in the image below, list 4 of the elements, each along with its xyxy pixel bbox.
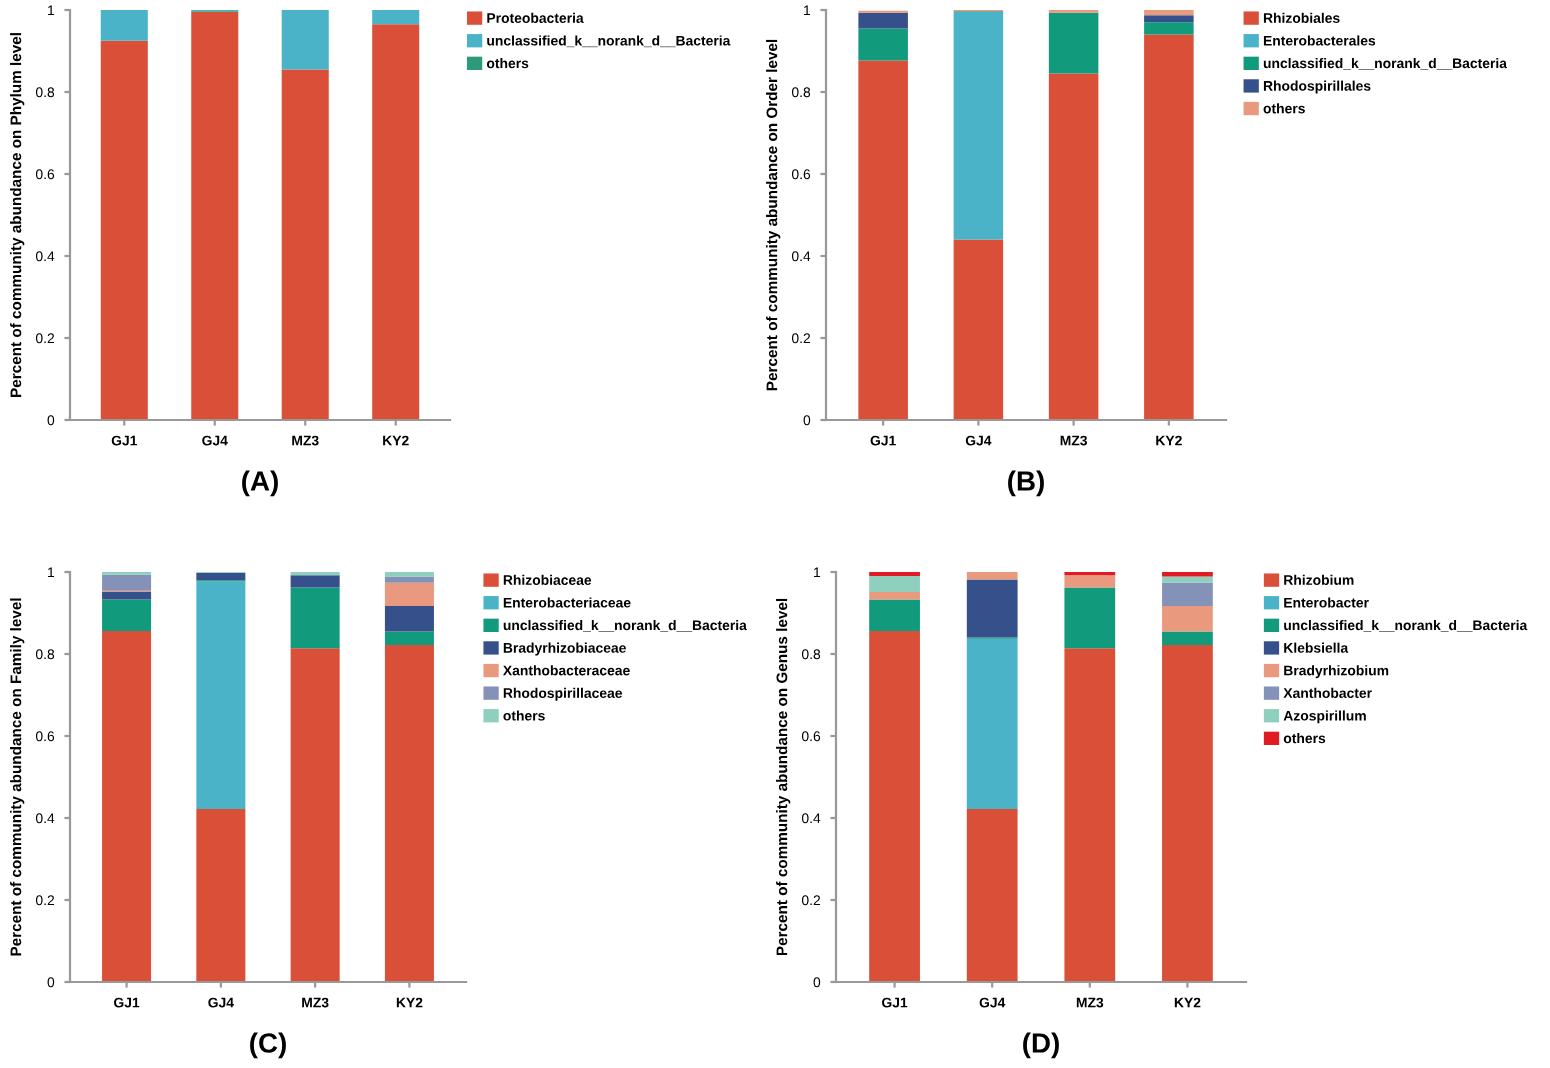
x-axis-title: (B): [1008, 470, 1044, 497]
x-axis-title: (A): [242, 470, 278, 497]
x-axis-title: (D): [1023, 1032, 1059, 1059]
x-axis-title: (C): [250, 1032, 286, 1059]
